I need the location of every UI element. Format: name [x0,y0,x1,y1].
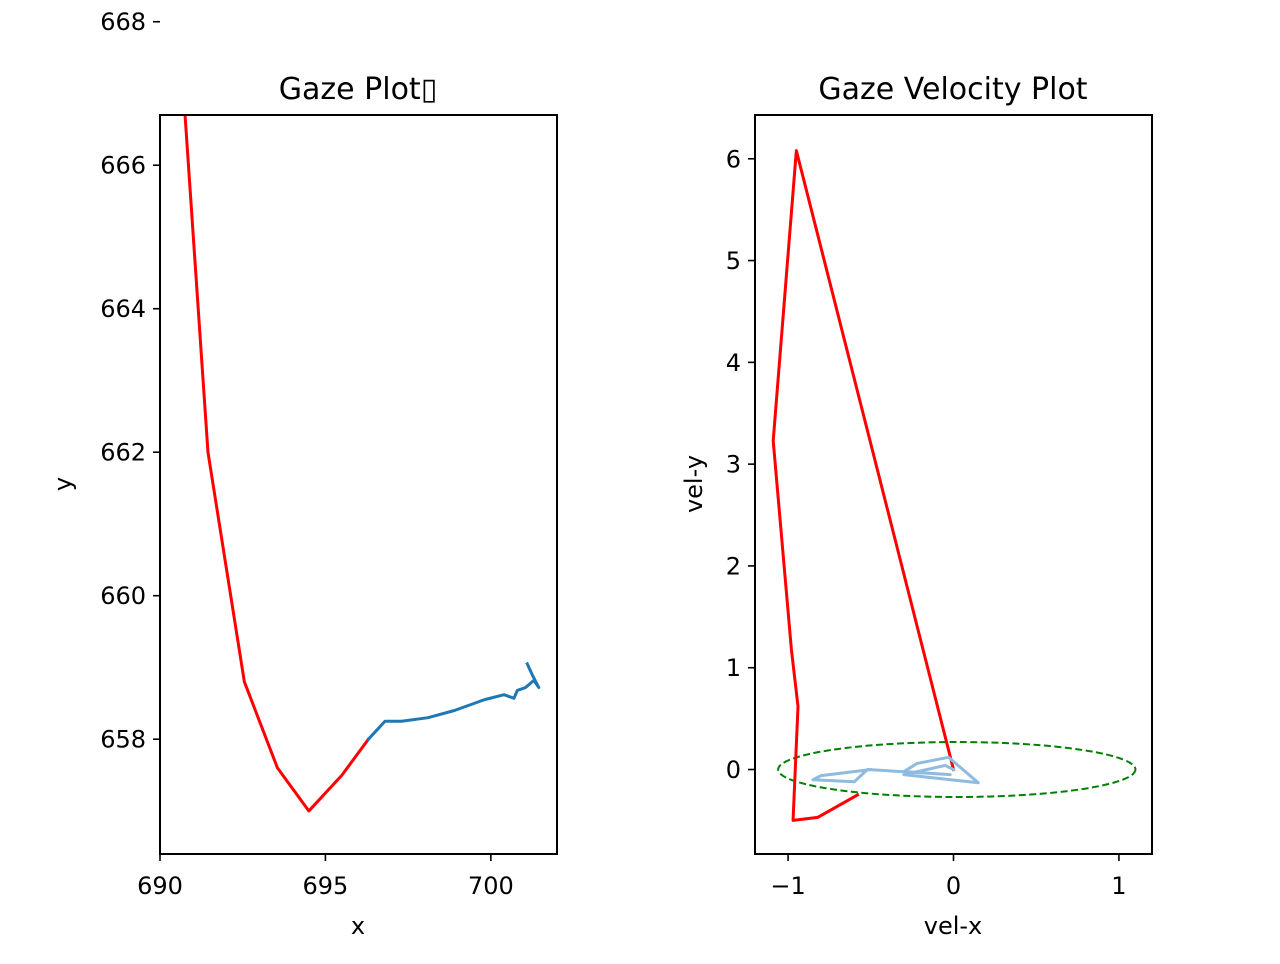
gaze-velocity-x-ticks: −1 0 1 [770,854,1127,900]
gaze-plot-y-tick-label: 662 [100,439,146,467]
gaze-velocity-y-tick-label: 6 [726,145,741,173]
gaze-velocity-y-tick-label: 5 [726,247,741,275]
gaze-plot-y-tick-label: 664 [100,295,146,323]
gaze-velocity-x-tick-label: −1 [770,872,805,900]
gaze-plot-area [183,115,541,813]
gaze-plot-y-tick-label: 658 [100,726,146,754]
gaze-plot-x-ticks: 690 695 700 [137,854,514,900]
gaze-plot-y-tick-label: 666 [100,152,146,180]
gaze-plot-y-label: y [49,477,77,491]
gaze-velocity-y-ticks: 0 1 2 3 4 5 6 [726,145,755,784]
gaze-velocity-x-tick-label: 1 [1111,872,1126,900]
gaze-velocity-area [771,149,1137,822]
gaze-velocity-series-line-0 [771,149,956,822]
gaze-velocity-y-tick-label: 1 [726,654,741,682]
gaze-velocity-y-tick-label: 0 [726,756,741,784]
gaze-plot-chart: Gaze Plot▯ 690 695 700 658660662664666668 … [49,8,558,940]
gaze-velocity-y-tick-label: 4 [726,349,741,377]
gaze-velocity-x-tick-label: 0 [946,872,961,900]
gaze-velocity-y-label: vel-y [680,455,708,513]
gaze-plot-x-tick-label: 690 [137,872,183,900]
gaze-plot-x-tick-label: 700 [468,872,514,900]
gaze-velocity-y-tick-label: 3 [726,451,741,479]
gaze-plot-y-ticks: 658 660 662 664 666 668 [100,8,160,754]
gaze-plot-y-tick-label: 660 [100,582,146,610]
gaze-velocity-x-label: vel-x [924,912,983,940]
gaze-plot-y-tick-label: 668 [100,8,146,36]
gaze-plot-x-tick-label: 695 [303,872,349,900]
gaze-velocity-y-tick-label: 2 [726,552,741,580]
gaze-plot-axes-frame [159,114,558,855]
gaze-plot-title: Gaze Plot▯ [279,72,437,107]
gaze-velocity-series-line-1 [811,755,980,785]
gaze-plot-series-line-1 [366,661,541,742]
gaze-velocity-threshold-ellipse [777,741,1137,798]
gaze-plot-series-line-0 [183,115,371,813]
gaze-velocity-chart: Gaze Velocity Plot −1 0 1 0 1 2 3 4 5 6 vel-x ve… [680,72,1153,940]
gaze-plot-x-label: x [351,912,365,940]
gaze-velocity-title: Gaze Velocity Plot [818,72,1087,107]
